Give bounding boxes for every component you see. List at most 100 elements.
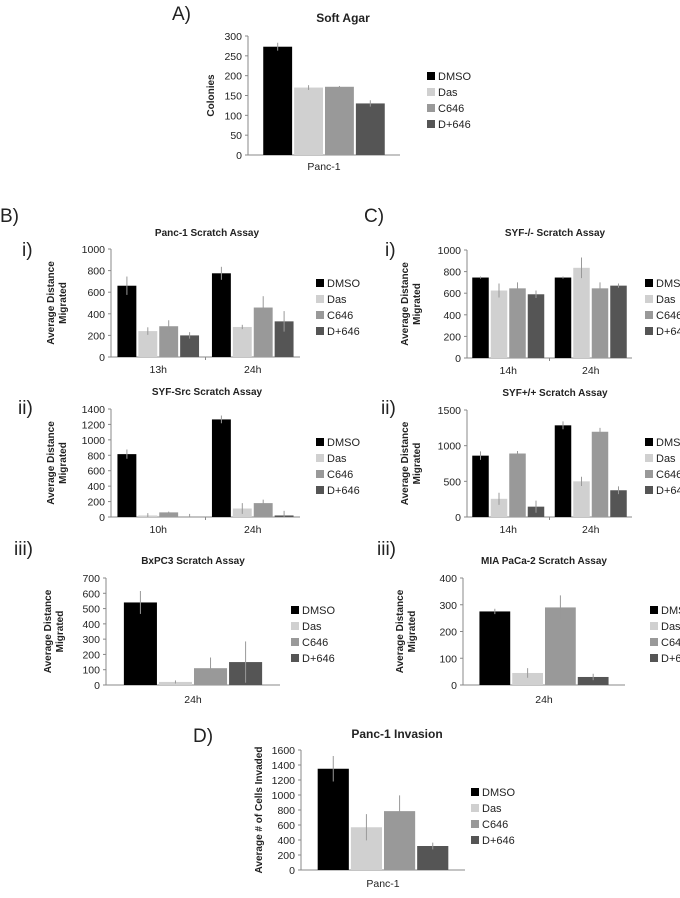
bar-c646-14h: [509, 288, 526, 358]
x-tick-label: Panc-1: [366, 878, 399, 890]
legend-label: DMSO: [327, 437, 360, 449]
legend-swatch: [316, 327, 324, 335]
y-tick-label: 0: [94, 680, 100, 692]
panel-label-c-ii: ii): [381, 398, 396, 419]
y-axis-label: Migrated: [412, 283, 423, 325]
panel-label-d: D): [193, 726, 213, 747]
y-tick-label: 400: [443, 310, 461, 322]
y-axis-label: Average Distance: [43, 589, 54, 673]
legend-label: D+646: [656, 326, 680, 338]
legend-swatch: [645, 311, 653, 319]
legend-swatch: [471, 820, 479, 828]
y-tick-label: 800: [277, 805, 295, 817]
bar-c646-panc-1: [325, 86, 354, 155]
y-tick-label: 600: [87, 466, 105, 478]
x-tick-label: 24h: [244, 524, 262, 536]
legend-label: D+646: [661, 653, 680, 665]
y-tick-label: 1000: [272, 790, 296, 802]
y-tick-label: 0: [99, 512, 105, 524]
legend-label: C646: [438, 103, 464, 115]
bar-dmso-13h: [117, 285, 137, 357]
y-axis-label: Average Distance: [395, 589, 406, 673]
legend-label: DMSO: [482, 787, 515, 799]
legend-swatch: [471, 836, 479, 844]
chart-title: Soft Agar: [316, 11, 370, 25]
chart-title: SYF+/+ Scratch Assay: [502, 388, 608, 399]
bar-das-24h: [512, 672, 543, 685]
y-tick-label: 800: [443, 267, 461, 279]
y-axis-label: Average Distance: [46, 421, 57, 505]
legend-label: D+646: [438, 119, 471, 131]
legend-label: C646: [661, 637, 680, 649]
x-tick-label: 24h: [535, 694, 553, 706]
bar-d-plus-646-14h: [527, 294, 545, 358]
x-tick-label: 10h: [149, 524, 167, 536]
panel-label-b-ii: ii): [18, 398, 33, 419]
bar-dmso-24h: [554, 277, 572, 358]
bar-c646-24h: [253, 307, 273, 357]
y-tick-label: 200: [87, 497, 105, 509]
y-tick-label: 1500: [438, 405, 462, 417]
legend-label: D+646: [656, 485, 680, 497]
legend-swatch: [316, 311, 324, 319]
y-tick-label: 500: [82, 604, 100, 616]
legend-swatch: [427, 104, 435, 112]
y-tick-label: 300: [439, 600, 457, 612]
legend-label: Das: [327, 294, 347, 306]
y-tick-label: 0: [289, 865, 295, 877]
y-tick-label: 1600: [272, 745, 296, 757]
x-tick-label: 24h: [244, 364, 262, 376]
legend-swatch: [291, 638, 299, 646]
x-tick-label: 24h: [184, 694, 202, 706]
legend-swatch: [427, 72, 435, 80]
bar-c646-24h: [545, 607, 576, 685]
bar-das-14h: [490, 290, 508, 358]
panel-label-b-i: i): [22, 240, 33, 261]
y-tick-label: 200: [87, 330, 105, 342]
y-tick-label: 600: [82, 588, 100, 600]
legend-label: D+646: [482, 835, 515, 847]
y-tick-label: 1400: [272, 760, 296, 772]
bar-d-plus-646-13h: [180, 335, 200, 357]
chart-title: SYF-/- Scratch Assay: [505, 228, 606, 239]
x-tick-label: 24h: [582, 365, 600, 377]
bar-d-plus-646-24h: [610, 285, 627, 358]
panel-label-b-iii: iii): [14, 539, 33, 560]
y-tick-label: 150: [224, 91, 242, 103]
y-tick-label: 1000: [82, 244, 106, 256]
y-tick-label: 200: [82, 649, 100, 661]
legend-swatch: [650, 638, 658, 646]
y-axis-label: Migrated: [55, 611, 66, 653]
bar-dmso-panc-1: [263, 46, 293, 155]
y-axis-label: Migrated: [407, 611, 418, 653]
panel-label-c-i: i): [385, 240, 396, 261]
legend-label: DMSO: [302, 605, 335, 617]
legend-label: DMSO: [656, 437, 680, 449]
legend-swatch: [316, 279, 324, 287]
bar-c646-24h: [591, 431, 609, 517]
x-tick-label: 14h: [499, 524, 517, 536]
y-tick-label: 600: [443, 288, 461, 300]
y-tick-label: 200: [277, 850, 295, 862]
legend-swatch: [645, 327, 653, 335]
y-tick-label: 1000: [438, 245, 462, 257]
legend-swatch: [291, 654, 299, 662]
bar-c646-24h: [253, 503, 273, 517]
legend-swatch: [650, 622, 658, 630]
bar-d-plus-646-panc-1: [417, 846, 449, 870]
legend-swatch: [645, 486, 653, 494]
y-tick-label: 0: [455, 353, 461, 365]
legend-swatch: [291, 622, 299, 630]
y-tick-label: 600: [277, 820, 295, 832]
y-tick-label: 1000: [438, 441, 462, 453]
legend-label: Das: [302, 621, 322, 633]
x-tick-label: 13h: [149, 364, 167, 376]
panel-label-c: C): [364, 206, 384, 227]
y-axis-label: Average Distance: [46, 261, 57, 345]
y-axis-label: Migrated: [58, 442, 69, 484]
legend-label: C646: [482, 819, 508, 831]
legend-swatch: [645, 454, 653, 462]
legend-label: DMSO: [438, 71, 471, 83]
x-tick-label: 14h: [499, 365, 517, 377]
bar-d-plus-646-24h: [274, 321, 294, 357]
